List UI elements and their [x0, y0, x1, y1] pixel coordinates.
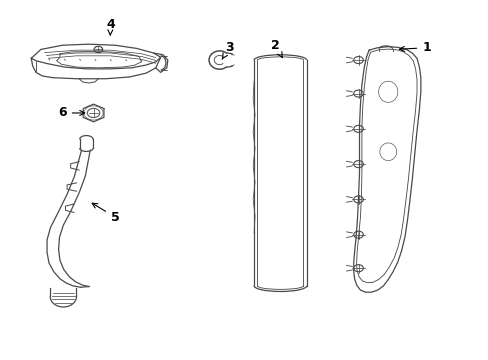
Text: 4: 4 [106, 18, 115, 35]
Text: 2: 2 [271, 40, 282, 58]
Text: 3: 3 [222, 41, 233, 59]
Text: 6: 6 [58, 107, 84, 120]
Text: 1: 1 [399, 41, 430, 54]
Text: 5: 5 [92, 203, 119, 224]
